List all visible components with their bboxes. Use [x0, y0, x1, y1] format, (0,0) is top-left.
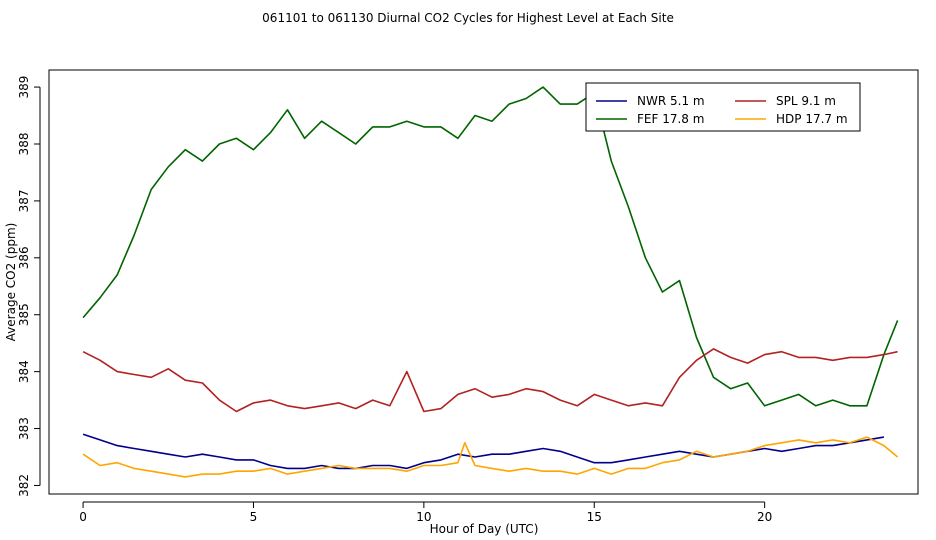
- x-tick-label: 20: [757, 510, 772, 524]
- y-axis: 382 383 384 385 386 387 388 389: [17, 76, 41, 497]
- y-tick-label: 388: [17, 133, 31, 156]
- plot-frame: [48, 69, 919, 495]
- series-line-2: [82, 348, 898, 413]
- series-line-0: [82, 433, 885, 470]
- series-line-3: [82, 436, 899, 478]
- y-tick-label: 386: [17, 246, 31, 269]
- y-tick-label: 382: [17, 474, 31, 497]
- x-tick-label: 15: [587, 510, 602, 524]
- legend-label-2: SPL 9.1 m: [776, 94, 836, 108]
- y-tick-label: 384: [17, 360, 31, 383]
- legend-label-1: FEF 17.8 m: [637, 112, 704, 126]
- legend-label-0: NWR 5.1 m: [637, 94, 705, 108]
- legend-box: [585, 82, 861, 132]
- x-axis-label: Hour of Day (UTC): [430, 522, 539, 536]
- series-line-1: [82, 86, 899, 407]
- x-axis: 0 5 10 15 20: [79, 501, 772, 524]
- y-tick-label: 385: [17, 303, 31, 326]
- y-tick-label: 389: [17, 76, 31, 99]
- legend-label-3: HDP 17.7 m: [776, 112, 848, 126]
- x-tick-label: 0: [79, 510, 87, 524]
- y-tick-label: 383: [17, 417, 31, 440]
- x-tick-label: 10: [416, 510, 431, 524]
- x-tick-label: 5: [250, 510, 258, 524]
- chart-title: 061101 to 061130 Diurnal CO2 Cycles for …: [262, 11, 674, 25]
- legend: NWR 5.1 m FEF 17.8 m SPL 9.1 m HDP 17.7 m: [585, 82, 861, 132]
- series-layer: [82, 86, 899, 478]
- y-tick-label: 387: [17, 189, 31, 212]
- y-axis-label: Average CO2 (ppm): [4, 223, 18, 342]
